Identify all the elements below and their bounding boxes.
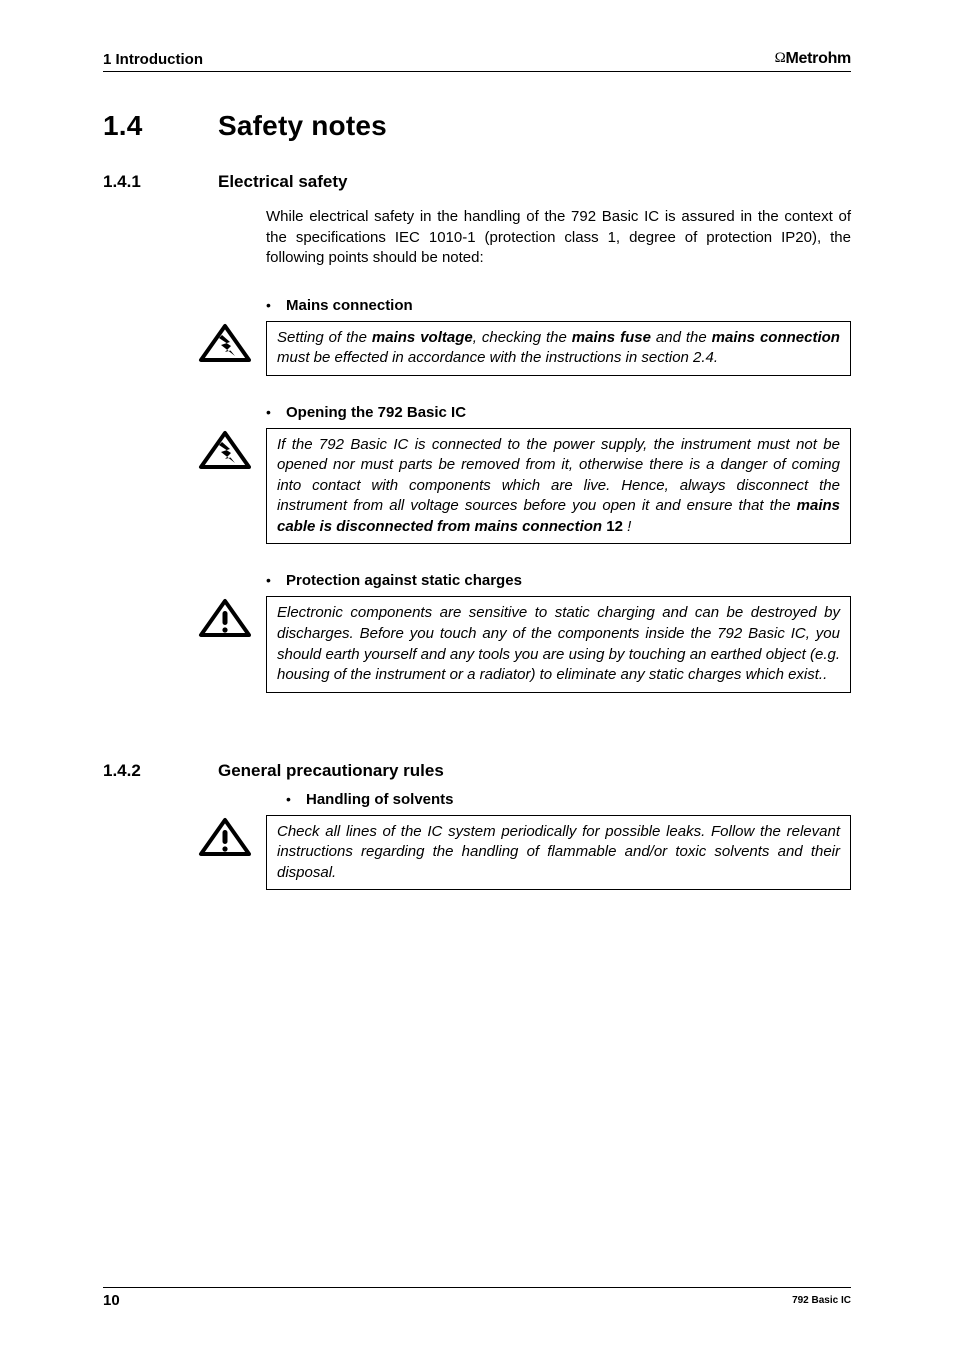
bullet-title: Protection against static charges — [286, 572, 522, 589]
subheading-electrical-safety: 1.4.1Electrical safety — [103, 172, 851, 192]
intro-paragraph: While electrical safety in the handling … — [266, 207, 851, 269]
brand-logo: ΩMetrohm — [775, 50, 851, 68]
bullet-title: Opening the 792 Basic IC — [286, 404, 466, 421]
page-number: 10 — [103, 1292, 120, 1309]
note-mains-connection: Setting of the mains voltage, checking t… — [103, 321, 851, 376]
subheading-general-precautionary: 1.4.2General precautionary rules — [103, 761, 851, 781]
footer-doc-name: 792 Basic IC — [792, 1295, 851, 1306]
note-box: If the 792 Basic IC is connected to the … — [266, 428, 851, 545]
bullet-dot: • — [266, 404, 286, 420]
bullet-dot: • — [286, 791, 306, 807]
subheading-title: General precautionary rules — [218, 761, 444, 780]
header-section-label: 1 Introduction — [103, 51, 203, 68]
note-opening-device: If the 792 Basic IC is connected to the … — [103, 428, 851, 545]
bullet-title: Mains connection — [286, 297, 413, 314]
note-handling-solvents: Check all lines of the IC system periodi… — [103, 815, 851, 891]
page-footer: 10 792 Basic IC — [103, 1287, 851, 1309]
bullet-opening-device: •Opening the 792 Basic IC — [266, 404, 851, 422]
bullet-static-charges: •Protection against static charges — [266, 572, 851, 590]
subheading-number: 1.4.1 — [103, 172, 218, 192]
note-box: Electronic components are sensitive to s… — [266, 596, 851, 692]
warning-exclamation-icon — [103, 815, 266, 857]
brand-omega: Ω — [775, 50, 786, 67]
bullet-mains-connection: •Mains connection — [266, 297, 851, 315]
subheading-number: 1.4.2 — [103, 761, 218, 781]
bullet-dot: • — [266, 297, 286, 313]
bullet-dot: • — [266, 572, 286, 588]
page-header: 1 Introduction ΩMetrohm — [103, 50, 851, 72]
heading-number: 1.4 — [103, 110, 218, 142]
heading-safety-notes: 1.4Safety notes — [103, 110, 851, 142]
note-box: Setting of the mains voltage, checking t… — [266, 321, 851, 376]
brand-name: Metrohm — [786, 50, 851, 67]
warning-exclamation-icon — [103, 596, 266, 638]
note-box: Check all lines of the IC system periodi… — [266, 815, 851, 891]
warning-bolt-icon — [103, 428, 266, 470]
heading-title: Safety notes — [218, 110, 387, 141]
bullet-handling-solvents: •Handling of solvents — [286, 791, 851, 809]
note-static-charges: Electronic components are sensitive to s… — [103, 596, 851, 692]
bullet-title: Handling of solvents — [306, 791, 454, 808]
subheading-title: Electrical safety — [218, 172, 347, 191]
warning-bolt-icon — [103, 321, 266, 363]
